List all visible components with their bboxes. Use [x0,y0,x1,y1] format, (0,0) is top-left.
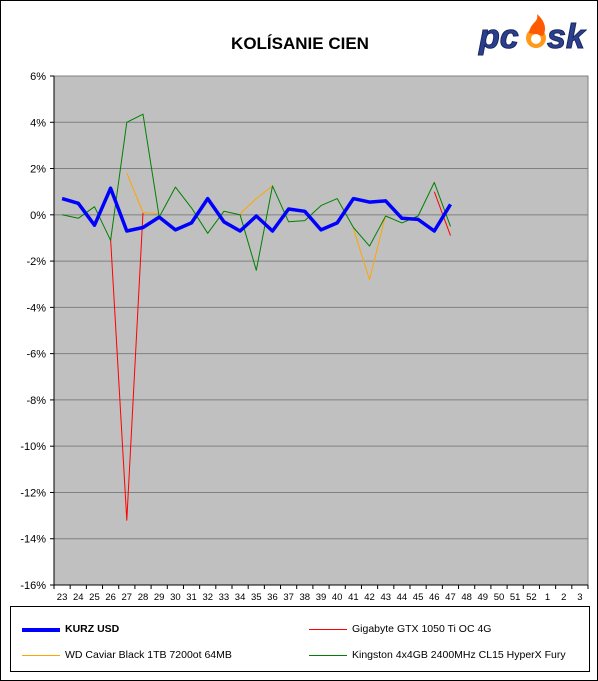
x-tick-label: 32 [202,592,213,601]
legend-swatch [309,655,347,656]
legend-label: KURZ USD [65,623,120,635]
x-tick-label: 3 [577,592,582,601]
x-tick-label: 41 [348,592,359,601]
x-tick-label: 37 [283,592,294,601]
legend-label: WD Caviar Black 1TB 7200ot 64MB [65,649,232,661]
x-tick-label: 27 [122,592,133,601]
x-tick-label: 31 [186,592,197,601]
x-tick-label: 28 [138,592,149,601]
legend-label: Gigabyte GTX 1050 Ti OC 4G [352,623,492,635]
series-line [352,214,387,281]
series-line [110,212,144,521]
x-tick-label: 40 [332,592,343,601]
x-tick-label: 45 [413,592,424,601]
series-line [61,113,451,271]
x-tick-label: 51 [510,592,521,601]
y-tick-label: -14% [20,534,46,546]
y-tick-label: 0% [30,210,46,222]
legend-label: Kingston 4x4GB 2400MHz CL15 HyperX Fury [352,649,566,661]
pcosk-logo: pc sk [478,14,587,57]
series-line [61,186,452,233]
x-tick-label: 33 [219,592,230,601]
x-tick-label: 26 [105,592,116,601]
y-tick-label: -4% [26,302,46,314]
x-tick-label: 38 [300,592,311,601]
x-tick-label: 44 [397,592,408,601]
series-line [126,173,160,215]
x-tick-label: 23 [57,592,68,601]
x-tick-label: 2 [561,592,566,601]
svg-text:sk: sk [547,18,587,56]
x-tick-label: 50 [494,592,505,601]
y-tick-label: -8% [26,395,46,407]
x-tick-label: 46 [429,592,440,601]
legend-swatch [309,629,347,630]
y-tick-label: -6% [26,349,46,361]
x-tick-label: 42 [364,592,375,601]
legend-swatch [22,628,60,632]
plot-area [53,75,589,586]
y-axis: 6% 4% 2% 0% -2% -4% -6% -8% -10% -12% -14% -16% [20,71,55,592]
x-tick-label: 24 [73,592,84,601]
y-tick-label: -16% [20,580,46,592]
x-tick-label: 48 [461,592,472,601]
x-tick-label: 25 [89,592,100,601]
x-tick-label: 1 [545,592,550,601]
y-tick-label: -12% [20,487,46,499]
y-tick-label: 2% [30,164,46,176]
legend-swatch [22,655,60,656]
x-axis: 23 24 25 26 27 28 29 30 31 32 33 34 35 36 37 38 39 40 41 42… [53,584,589,601]
y-tick-label: -10% [20,441,46,453]
chart-title: KOLÍSANIE CIEN [231,34,369,53]
y-tick-label: 6% [30,71,46,83]
chart-plot: 6%4%2%0%-2%-4%-6%-8%-10%-12%-14%-16% 23 2… [20,71,589,601]
x-tick-label: 29 [154,592,165,601]
y-tick-label: -2% [26,256,46,268]
svg-text:pc: pc [478,18,519,56]
x-tick-label: 43 [380,592,391,601]
x-tick-label: 52 [526,592,537,601]
series-line [433,191,451,236]
x-tick-label: 39 [316,592,327,601]
x-tick-label: 34 [235,592,246,601]
x-tick-label: 49 [478,592,489,601]
y-tick-label: 4% [30,117,46,129]
x-tick-label: 36 [267,592,278,601]
x-tick-label: 35 [251,592,262,601]
x-tick-label: 30 [170,592,181,601]
series-line [239,185,273,215]
series-lines [61,113,452,521]
legend: KURZ USD Gigabyte GTX 1050 Ti OC 4G WD C… [10,606,590,672]
x-tick-label: 47 [445,592,456,601]
